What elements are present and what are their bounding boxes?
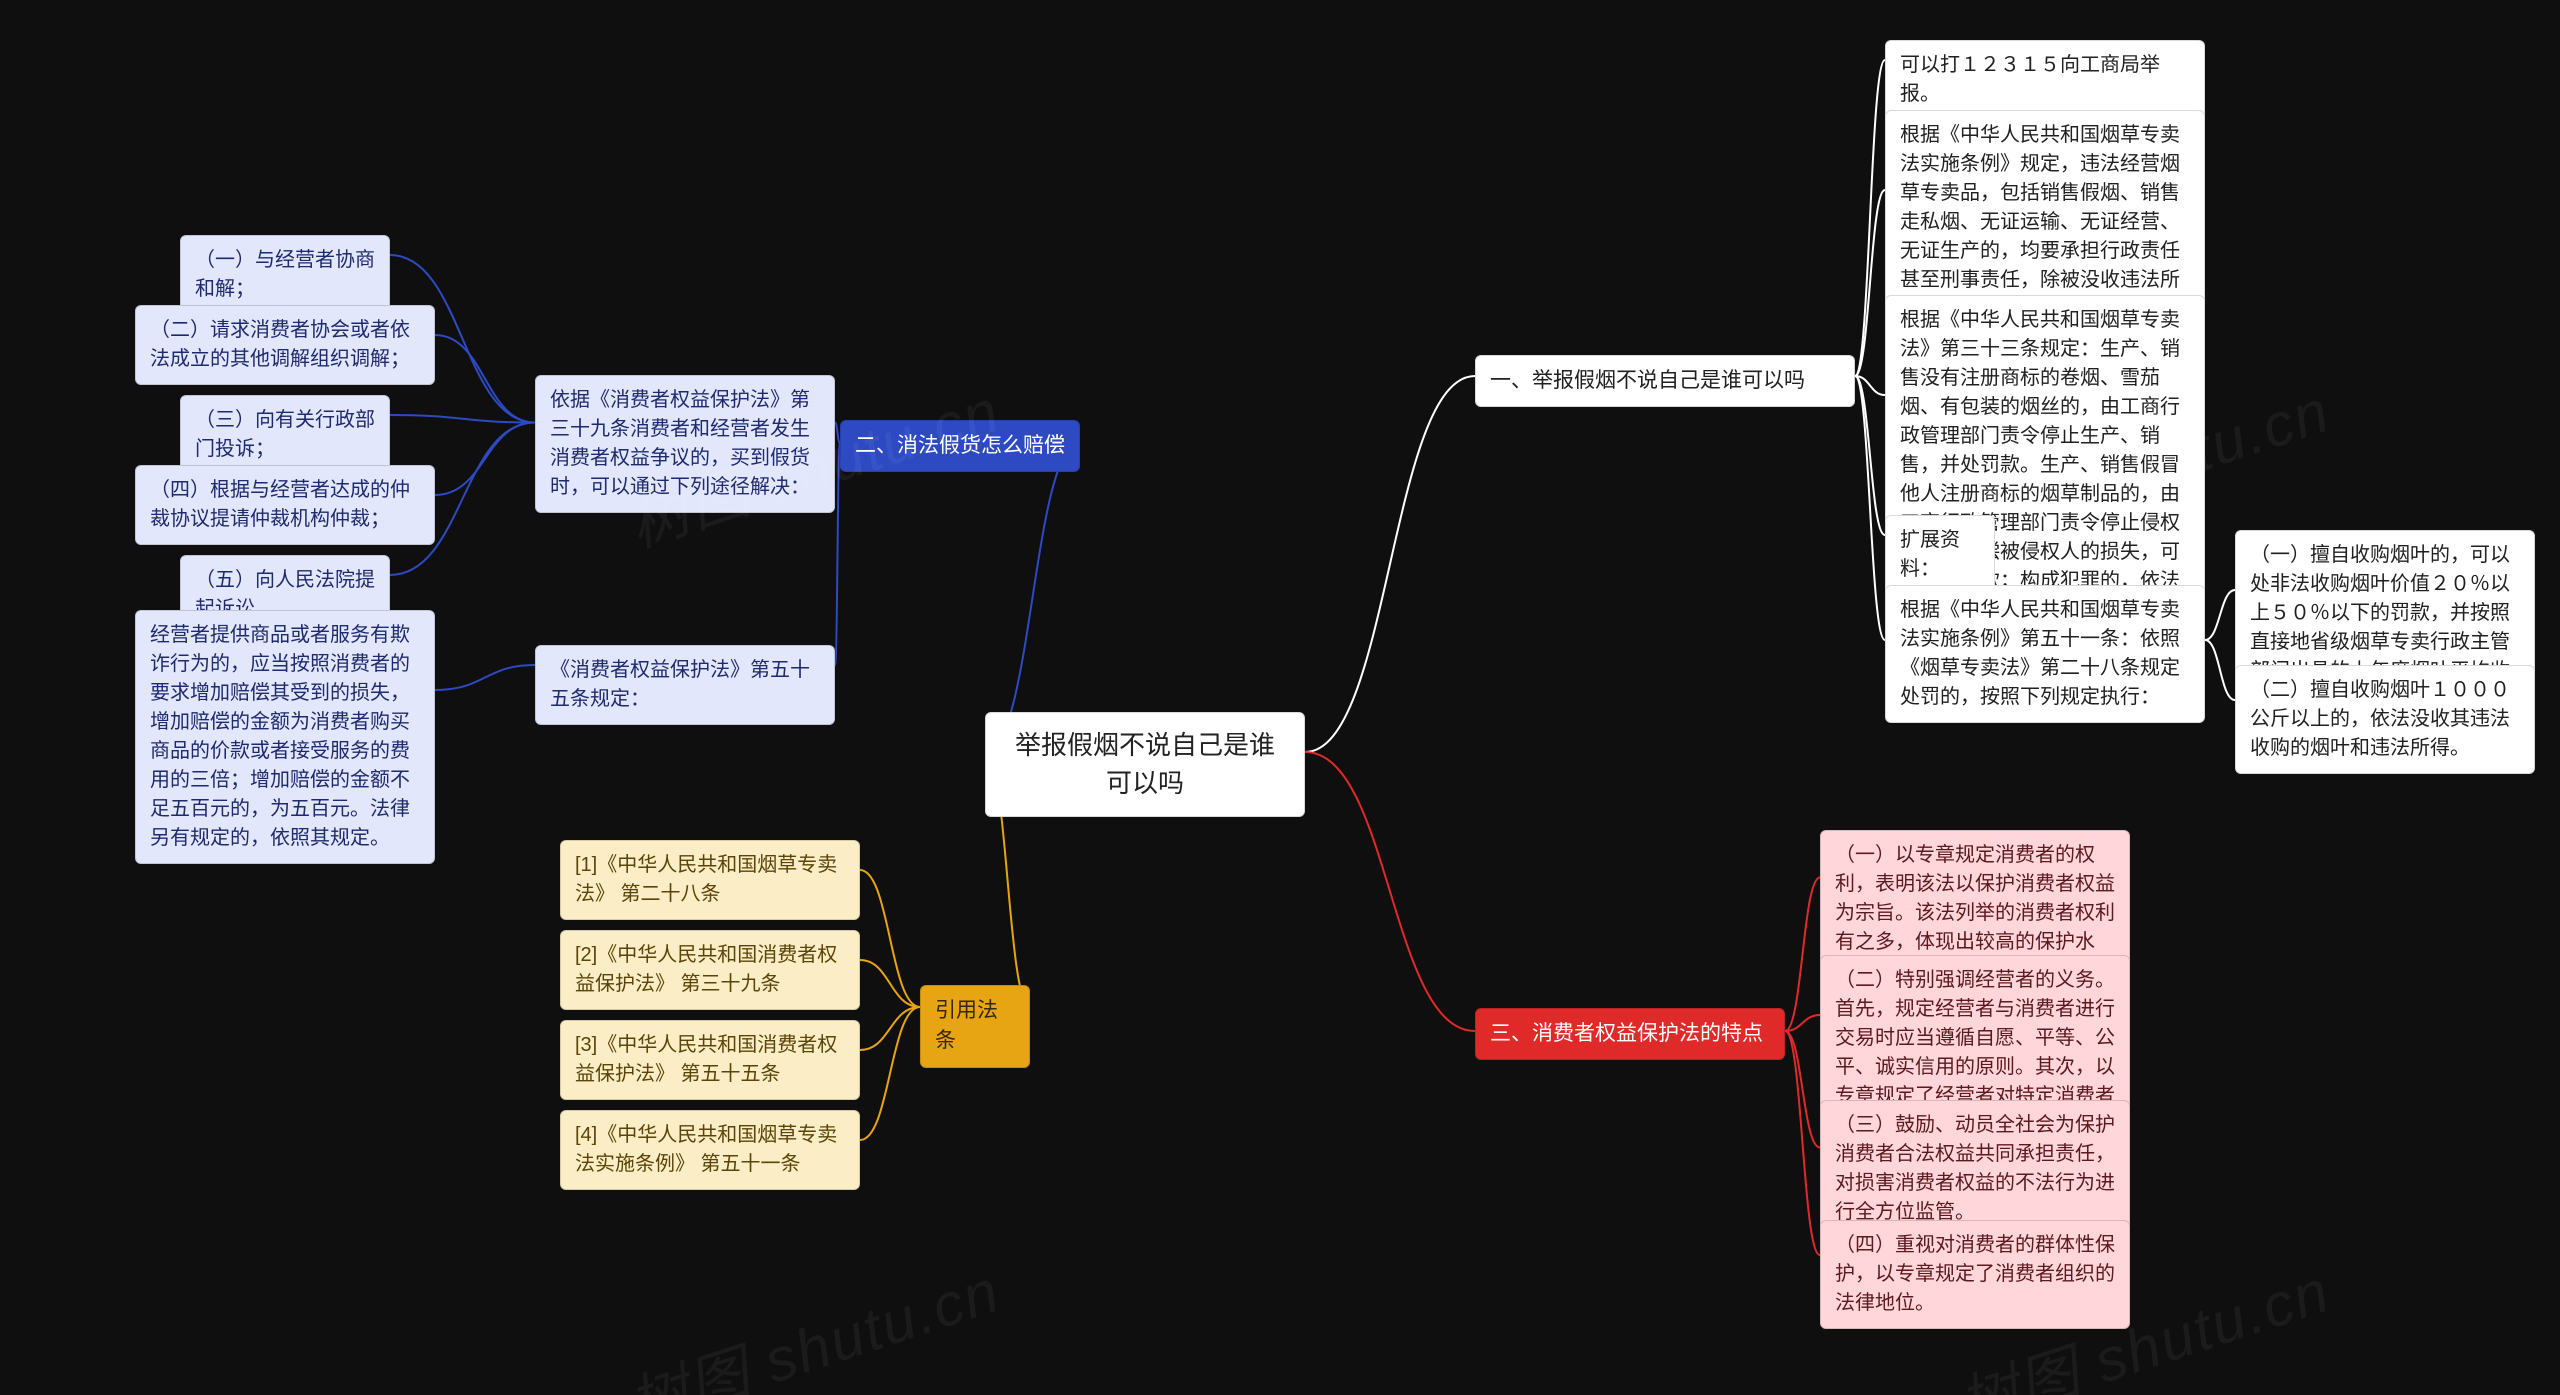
branch-b4-child-2: [3]《中华人民共和国消费者权益保护法》 第五十五条 xyxy=(560,1020,860,1100)
branch-b2-child-0-sub-3: （四）根据与经营者达成的仲裁协议提请仲裁机构仲裁； xyxy=(135,465,435,545)
center-topic: 举报假烟不说自己是谁可以吗 xyxy=(985,712,1305,817)
branch-b2-child-0: 依据《消费者权益保护法》第三十九条消费者和经营者发生消费者权益争议的，买到假货时… xyxy=(535,375,835,513)
branch-b2: 二、消法假货怎么赔偿 xyxy=(840,420,1080,472)
branch-b2-child-0-sub-2: （三）向有关行政部门投诉； xyxy=(180,395,390,475)
branch-b2-child-0-sub-1: （二）请求消费者协会或者依法成立的其他调解组织调解； xyxy=(135,305,435,385)
branch-b2-child-1-sub-0: 经营者提供商品或者服务有欺诈行为的，应当按照消费者的要求增加赔偿其受到的损失，增… xyxy=(135,610,435,864)
branch-b4-child-3: [4]《中华人民共和国烟草专卖法实施条例》 第五十一条 xyxy=(560,1110,860,1190)
branch-b1: 一、举报假烟不说自己是谁可以吗 xyxy=(1475,355,1855,407)
branch-b2-child-0-sub-0: （一）与经营者协商和解； xyxy=(180,235,390,315)
branch-b4-child-0: [1]《中华人民共和国烟草专卖法》 第二十八条 xyxy=(560,840,860,920)
branch-b1-child-4-sub-1: （二）擅自收购烟叶１０００公斤以上的，依法没收其违法收购的烟叶和违法所得。 xyxy=(2235,665,2535,774)
branch-b3-child-2: （三）鼓励、动员全社会为保护消费者合法权益共同承担责任，对损害消费者权益的不法行… xyxy=(1820,1100,2130,1238)
branch-b1-child-4: 根据《中华人民共和国烟草专卖法实施条例》第五十一条：依照《烟草专卖法》第二十八条… xyxy=(1885,585,2205,723)
branch-b3: 三、消费者权益保护法的特点 xyxy=(1475,1008,1785,1060)
branch-b3-child-3: （四）重视对消费者的群体性保护，以专章规定了消费者组织的法律地位。 xyxy=(1820,1220,2130,1329)
branch-b4: 引用法条 xyxy=(920,985,1030,1068)
branch-b2-child-1: 《消费者权益保护法》第五十五条规定： xyxy=(535,645,835,725)
mindmap-canvas: 举报假烟不说自己是谁可以吗 一、举报假烟不说自己是谁可以吗 可以打１２３１５向工商局… xyxy=(0,0,2560,1395)
branch-b1-child-3: 扩展资料： xyxy=(1885,515,1995,595)
watermark: 树图 shutu.cn xyxy=(616,1243,1010,1395)
branch-b4-child-1: [2]《中华人民共和国消费者权益保护法》 第三十九条 xyxy=(560,930,860,1010)
branch-b1-child-0: 可以打１２３１５向工商局举报。 xyxy=(1885,40,2205,120)
